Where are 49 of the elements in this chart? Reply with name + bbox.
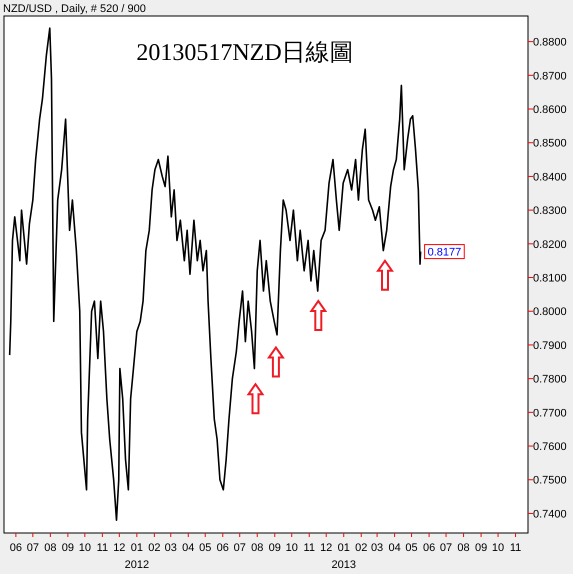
x-tick-label: 05	[405, 542, 418, 554]
x-tick-label: 11	[510, 542, 522, 554]
y-tick-label: 0.8200	[533, 238, 567, 251]
x-tick-label: 09	[268, 542, 281, 554]
x-tick-label: 08	[251, 542, 264, 554]
x-tick-label: 03	[164, 542, 177, 554]
x-tick-label: 04	[388, 542, 401, 554]
x-tick-label: 03	[370, 542, 384, 554]
x-tick-label: 02	[148, 542, 160, 554]
x-tick-label: 01 2013	[331, 542, 356, 571]
x-tick-label: 01 2012	[124, 542, 150, 571]
y-tick-label: 0.8800	[533, 36, 567, 49]
y-tick-label: 0.7900	[533, 340, 567, 352]
x-tick-label: 07	[234, 542, 246, 554]
x-tick-label: 02	[355, 542, 368, 554]
x-tick-label: 09	[474, 542, 488, 554]
y-tick-label: 0.8400	[533, 171, 567, 184]
y-tick-label: 0.8700	[533, 70, 567, 82]
x-tick-label: 11	[304, 542, 315, 554]
y-tick-label: 0.7400	[533, 508, 567, 520]
x-tick-label: 12	[113, 542, 126, 554]
y-tick-label: 0.8100	[533, 272, 567, 285]
y-tick-label: 0.7500	[533, 474, 567, 487]
x-tick-label: 09	[62, 542, 74, 554]
y-tick-label: 0.8600	[533, 104, 567, 116]
x-tick-label: 12	[320, 542, 332, 554]
x-tick-label: 07	[440, 542, 452, 554]
x-tick-label: 10	[286, 542, 298, 554]
y-tick-label: 0.7600	[533, 441, 567, 454]
y-tick-label: 0.7700	[533, 407, 567, 420]
text: 20130517NZD日線圖	[136, 40, 354, 66]
x-tick-label: 07	[26, 542, 39, 554]
x-tick-label: 06	[422, 542, 436, 554]
chart-subtitle: NZD/USD , Daily, # 520 / 900	[3, 3, 146, 15]
y-tick-label: 0.8000	[533, 306, 567, 318]
x-tick-label: 05	[199, 542, 212, 554]
line-series	[8, 27, 422, 521]
x-tick-label: 11	[96, 542, 108, 554]
x-tick-label: 08	[44, 542, 56, 554]
y-tick-label: 0.7800	[533, 374, 567, 386]
y-tick-label: 0.8500	[533, 138, 567, 150]
x-tick-label: 10	[78, 542, 91, 554]
x-tick-label: 06	[216, 542, 229, 554]
y-tick-label: 0.8300	[533, 205, 567, 218]
x-tick-label: 06	[10, 542, 22, 554]
annotation: 0.8177	[428, 246, 462, 259]
x-tick-label: 04	[182, 542, 194, 554]
x-tick-label: 08	[457, 542, 470, 554]
x-tick-label: 10	[492, 542, 504, 554]
